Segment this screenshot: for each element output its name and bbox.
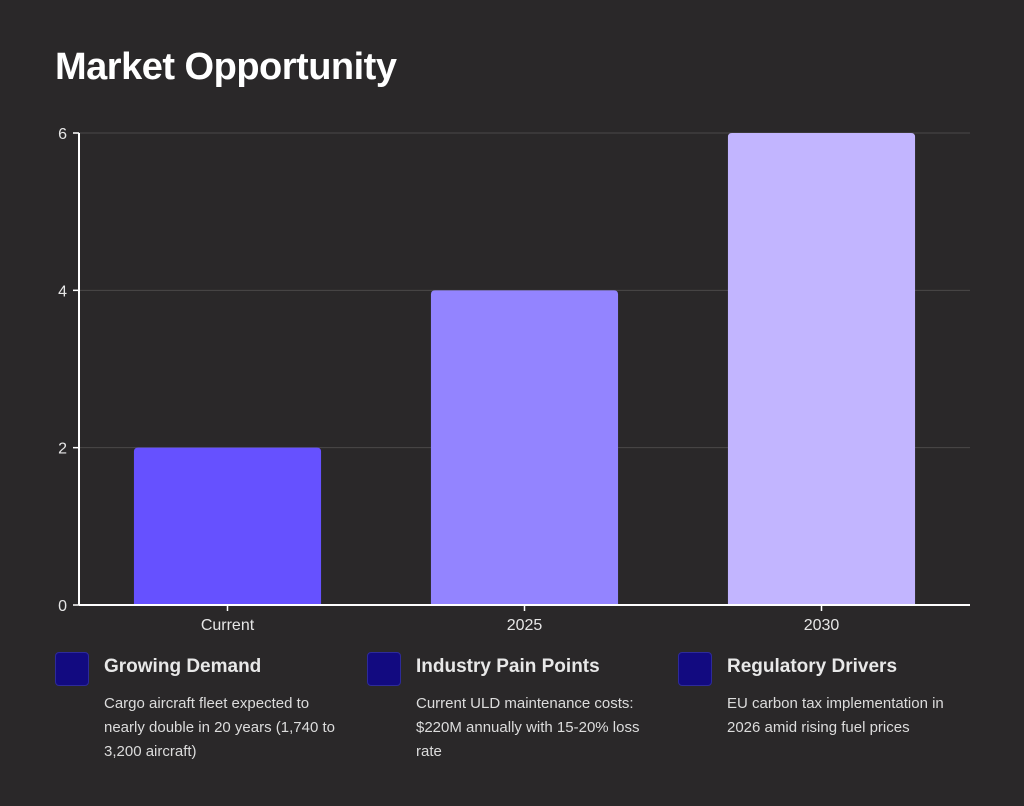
- card-swatch-icon: [678, 652, 712, 686]
- x-tick-label: 2025: [507, 617, 543, 634]
- bars: [133, 133, 916, 605]
- card-text: Current ULD maintenance costs: $220M ann…: [416, 695, 640, 760]
- axes: [73, 132, 970, 611]
- card-title: Industry Pain Points: [416, 656, 600, 677]
- y-tick-label: 2: [58, 441, 67, 458]
- x-tick-label: Current: [201, 617, 255, 634]
- card-text: Cargo aircraft fleet expected to nearly …: [104, 695, 335, 760]
- bar-chart: 0 2 4 6 Current 2025 2030: [58, 126, 970, 634]
- bar-current: [133, 447, 322, 605]
- bar-2030: [727, 133, 916, 605]
- bar-2025: [430, 290, 619, 605]
- info-cards: Growing Demand Cargo aircraft fleet expe…: [55, 652, 985, 782]
- y-tick-label: 0: [58, 598, 67, 615]
- card-swatch-icon: [55, 652, 89, 686]
- page-title: Market Opportunity: [55, 46, 397, 88]
- y-tick-label: 4: [58, 283, 67, 300]
- card-text: EU carbon tax implementation in 2026 ami…: [727, 695, 944, 736]
- card-swatch-icon: [367, 652, 401, 686]
- x-tick-label: 2030: [804, 617, 840, 634]
- card-title: Growing Demand: [104, 656, 262, 677]
- card-title: Regulatory Drivers: [727, 656, 898, 677]
- y-tick-label: 6: [58, 126, 67, 143]
- tick-labels: 0 2 4 6 Current 2025 2030: [58, 126, 839, 634]
